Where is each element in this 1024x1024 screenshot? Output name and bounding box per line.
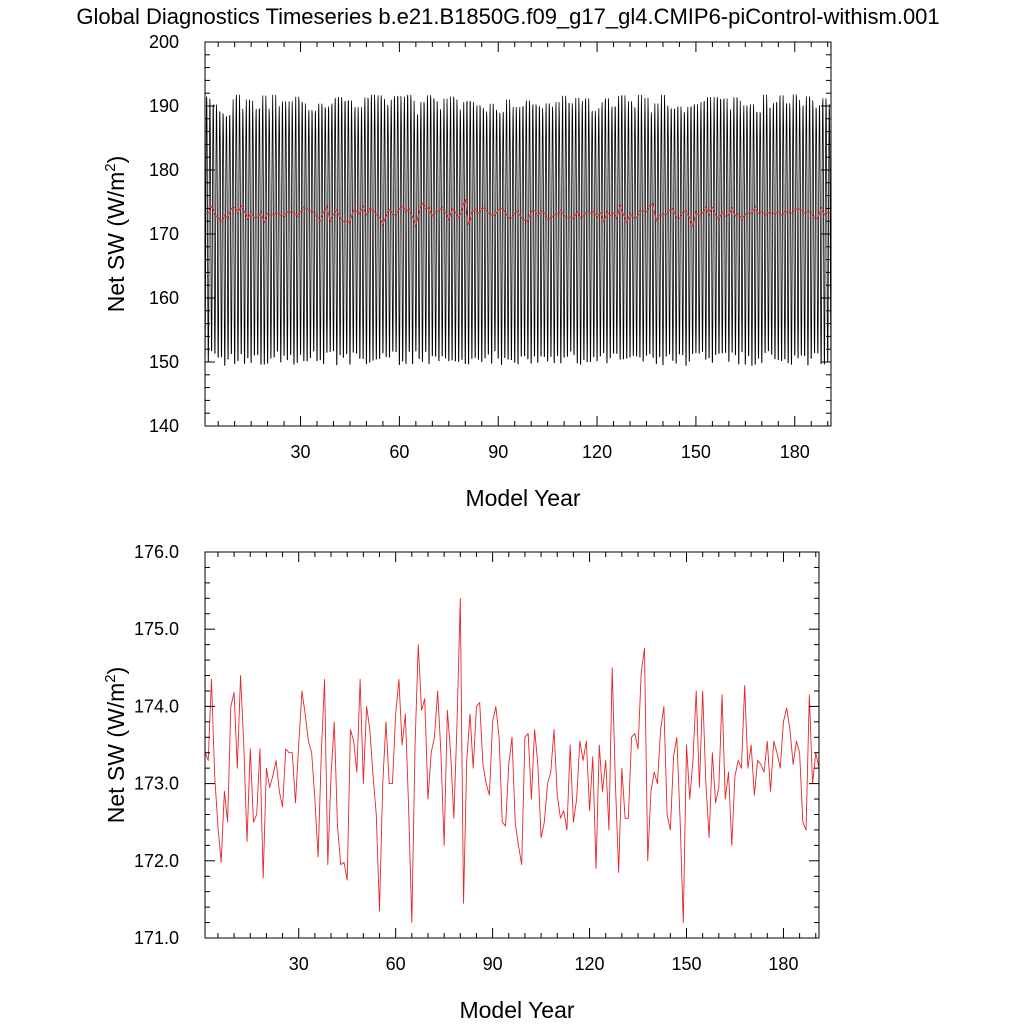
y-tick-label: 175.0 bbox=[134, 619, 179, 639]
y-tick-label: 173.0 bbox=[134, 774, 179, 794]
annual-mean-series-line bbox=[205, 597, 819, 924]
x-tick-label: 60 bbox=[389, 442, 409, 462]
y-tick-label: 190 bbox=[149, 96, 179, 116]
y-tick-label: 200 bbox=[149, 32, 179, 52]
x-tick-label: 150 bbox=[671, 954, 701, 974]
y-tick-label: 170 bbox=[149, 224, 179, 244]
x-tick-label: 90 bbox=[483, 954, 503, 974]
monthly-series-line bbox=[205, 94, 831, 366]
bottom-panel: 30 60 90 120 150 180 171.0 172.0 173.0 174.0 175.0… bbox=[102, 542, 820, 1023]
x-tick-label: 180 bbox=[768, 954, 798, 974]
top-y-axis-label: Net SW (W/m2) bbox=[102, 156, 129, 313]
annual-mean-series-line bbox=[205, 198, 831, 227]
y-tick-label: 171.0 bbox=[134, 928, 179, 948]
y-tick-label: 176.0 bbox=[134, 542, 179, 562]
x-tick-label: 120 bbox=[582, 442, 612, 462]
top-plot-area bbox=[205, 94, 831, 366]
chart-title: Global Diagnostics Timeseries b.e21.B185… bbox=[76, 4, 939, 29]
top-x-axis-label: Model Year bbox=[465, 485, 580, 511]
x-tick-label: 30 bbox=[289, 954, 309, 974]
x-tick-label: 150 bbox=[681, 442, 711, 462]
bottom-y-axis-label: Net SW (W/m2) bbox=[102, 667, 129, 824]
x-tick-label: 30 bbox=[291, 442, 311, 462]
y-tick-label: 150 bbox=[149, 352, 179, 372]
x-tick-label: 180 bbox=[780, 442, 810, 462]
top-axis-ticks: 30 60 90 120 150 180 140 150 160 170 180 190 200 bbox=[149, 32, 831, 462]
top-plot-frame bbox=[204, 41, 832, 427]
x-tick-label: 120 bbox=[575, 954, 605, 974]
top-panel: 30 60 90 120 150 180 140 150 160 170 180 190 200 Mod… bbox=[102, 32, 832, 511]
y-tick-label: 180 bbox=[149, 160, 179, 180]
y-tick-label: 160 bbox=[149, 288, 179, 308]
x-tick-label: 60 bbox=[386, 954, 406, 974]
bottom-x-axis-label: Model Year bbox=[459, 997, 574, 1023]
bottom-plot-frame bbox=[204, 551, 820, 939]
y-tick-label: 172.0 bbox=[134, 851, 179, 871]
bottom-plot-area bbox=[205, 597, 819, 924]
y-tick-label: 140 bbox=[149, 416, 179, 436]
y-tick-label: 174.0 bbox=[134, 696, 179, 716]
x-tick-label: 90 bbox=[488, 442, 508, 462]
bottom-axis-ticks: 30 60 90 120 150 180 171.0 172.0 173.0 174.0 175.0… bbox=[134, 542, 819, 974]
